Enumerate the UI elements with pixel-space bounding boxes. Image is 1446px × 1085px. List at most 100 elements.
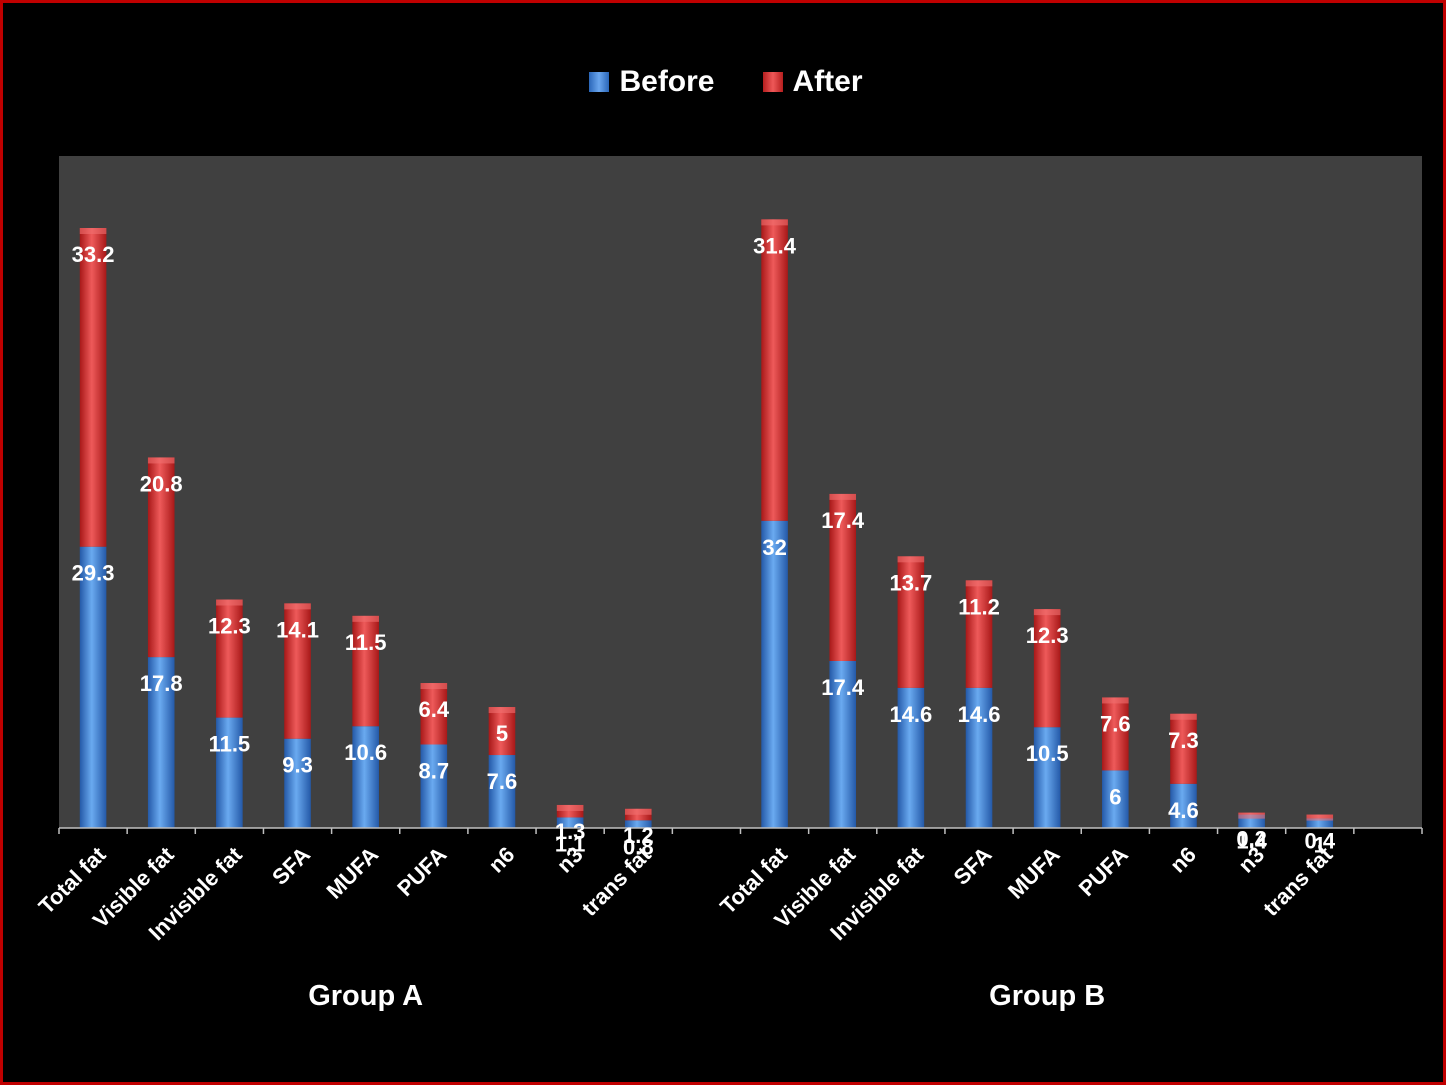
bar-after-group-a-mufa — [352, 615, 379, 727]
bar-after-group-a-visible-fat — [147, 457, 175, 658]
bar-after-group-b-total-fat — [761, 219, 788, 521]
bar-before-group-a-n3 — [556, 817, 584, 828]
bar-after-group-a-n6 — [488, 707, 516, 756]
legend-label-before: Before — [619, 65, 715, 98]
legend: Before After — [3, 65, 1446, 99]
value-label-after-group-b-mufa: 12.3 — [1026, 623, 1069, 648]
x-axis-ticks — [58, 828, 1423, 834]
bar-after-group-b-mufa — [1033, 609, 1061, 728]
bar-cap-group-b-mufa — [1033, 609, 1061, 616]
value-label-before-group-a-mufa: 10.6 — [344, 740, 387, 765]
value-label-before-group-b-invisible-fat: 14.6 — [889, 702, 932, 727]
value-label-before-group-b-mufa: 10.5 — [1026, 741, 1069, 766]
value-label-before-group-b-n3: 1.4 — [1236, 829, 1267, 854]
value-label-before-group-a-trans-fat: 0.8 — [623, 834, 654, 859]
bar-cap-group-b-invisible-fat — [897, 556, 925, 563]
legend-item-before: Before — [589, 65, 715, 99]
value-label-after-group-a-sfa: 14.1 — [276, 617, 319, 642]
bar-cap-group-b-n3 — [1238, 812, 1265, 819]
group-label-group-b: Group B — [989, 980, 1105, 1012]
bar-after-group-a-pufa — [420, 683, 448, 745]
bar-cap-group-b-trans-fat — [1306, 814, 1334, 821]
bar-cap-group-b-pufa — [1102, 697, 1129, 704]
bar-cap-group-a-n6 — [488, 707, 516, 714]
bar-before-group-a-pufa — [420, 744, 448, 828]
legend-swatch-after — [762, 72, 783, 92]
value-label-before-group-b-total-fat: 32 — [762, 535, 786, 560]
legend-swatch-before — [589, 72, 610, 92]
bar-cap-group-b-n6 — [1170, 713, 1197, 720]
bar-before-group-a-sfa — [284, 738, 311, 828]
bar-before-group-a-total-fat — [79, 546, 107, 828]
value-label-after-group-a-trans-fat: 1.2 — [623, 823, 654, 848]
bars-layer — [79, 219, 1334, 828]
bar-after-group-a-total-fat — [79, 228, 107, 547]
bar-before-group-a-visible-fat — [147, 657, 175, 828]
value-label-before-group-b-pufa: 6 — [1109, 784, 1121, 809]
value-label-before-group-a-sfa: 9.3 — [282, 753, 313, 778]
bar-before-group-a-trans-fat — [624, 820, 652, 828]
category-label-group-a-n6: n6 — [484, 842, 520, 878]
bar-cap-group-a-pufa — [420, 683, 448, 690]
category-label-group-b-mufa: MUFA — [1003, 842, 1065, 904]
bar-cap-group-a-mufa — [352, 615, 379, 622]
bar-after-group-b-pufa — [1102, 697, 1129, 771]
value-label-before-group-a-n3: 1.1 — [555, 831, 586, 856]
bar-cap-group-a-n3 — [556, 804, 584, 811]
bar-after-group-b-visible-fat — [829, 493, 857, 661]
category-label-group-b-sfa: SFA — [949, 842, 997, 890]
value-label-after-group-b-n6: 7.3 — [1168, 728, 1199, 753]
value-label-before-group-a-n6: 7.6 — [487, 769, 518, 794]
value-label-before-group-b-sfa: 14.6 — [958, 702, 1001, 727]
bar-before-group-b-trans-fat — [1306, 818, 1334, 828]
value-label-after-group-a-n3: 1.3 — [555, 819, 586, 844]
value-label-before-group-a-invisible-fat: 11.5 — [209, 732, 251, 757]
bar-cap-group-a-trans-fat — [624, 808, 652, 815]
value-label-before-group-b-n6: 4.6 — [1168, 798, 1199, 823]
bar-before-group-b-total-fat — [761, 520, 788, 828]
value-label-after-group-a-visible-fat: 20.8 — [140, 471, 183, 496]
value-labels: 29.3 33.2 17.8 20.8 11.5 12.3 9.3 14.1 10.6 11.5 8… — [72, 233, 1336, 859]
bar-before-group-b-visible-fat — [829, 660, 857, 828]
category-label-group-a-trans-fat: trans fat — [577, 841, 657, 921]
bar-after-group-b-sfa — [965, 580, 993, 688]
value-label-after-group-a-total-fat: 33.2 — [72, 242, 115, 267]
bar-cap-group-a-invisible-fat — [216, 599, 243, 606]
value-label-after-group-a-invisible-fat: 12.3 — [208, 614, 251, 639]
value-label-before-group-a-visible-fat: 17.8 — [140, 671, 183, 696]
bar-after-group-a-invisible-fat — [216, 599, 243, 718]
value-label-after-group-b-trans-fat: 0.4 — [1304, 829, 1335, 854]
value-label-after-group-b-pufa: 7.6 — [1100, 711, 1131, 736]
bar-cap-group-a-sfa — [284, 603, 311, 610]
bar-before-group-b-sfa — [965, 687, 993, 828]
category-label-group-a-sfa: SFA — [267, 842, 315, 890]
bar-cap-group-a-visible-fat — [147, 457, 175, 464]
value-label-after-group-b-n3: 0.2 — [1236, 827, 1267, 852]
bar-before-group-b-pufa — [1102, 770, 1129, 828]
bar-after-group-b-invisible-fat — [897, 556, 925, 688]
legend-label-after: After — [792, 65, 863, 98]
category-label-group-a-mufa: MUFA — [321, 842, 383, 904]
bar-before-group-b-mufa — [1033, 727, 1061, 828]
value-label-after-group-b-invisible-fat: 13.7 — [889, 570, 932, 595]
bar-cap-group-a-total-fat — [79, 228, 107, 234]
bar-before-group-a-mufa — [352, 726, 379, 828]
value-label-before-group-a-pufa: 8.7 — [419, 758, 450, 783]
category-label-group-b-trans-fat: trans fat — [1258, 841, 1338, 921]
bar-after-group-a-sfa — [284, 603, 311, 739]
group-labels: Group A Group B — [308, 980, 1105, 1012]
bar-cap-group-b-sfa — [965, 580, 993, 587]
value-label-before-group-a-total-fat: 29.3 — [72, 561, 115, 586]
value-label-after-group-a-pufa: 6.4 — [419, 697, 450, 722]
legend-item-after: After — [762, 65, 863, 99]
category-label-group-b-pufa: PUFA — [1074, 842, 1133, 901]
value-label-after-group-b-total-fat: 31.4 — [753, 233, 797, 258]
bar-before-group-b-n6 — [1170, 783, 1197, 828]
value-label-before-group-b-visible-fat: 17.4 — [821, 675, 865, 700]
value-label-after-group-a-n6: 5 — [496, 721, 508, 746]
value-label-before-group-b-trans-fat: 1 — [1314, 832, 1326, 857]
bar-before-group-a-invisible-fat — [216, 717, 243, 828]
category-label-group-b-n6: n6 — [1165, 842, 1201, 878]
